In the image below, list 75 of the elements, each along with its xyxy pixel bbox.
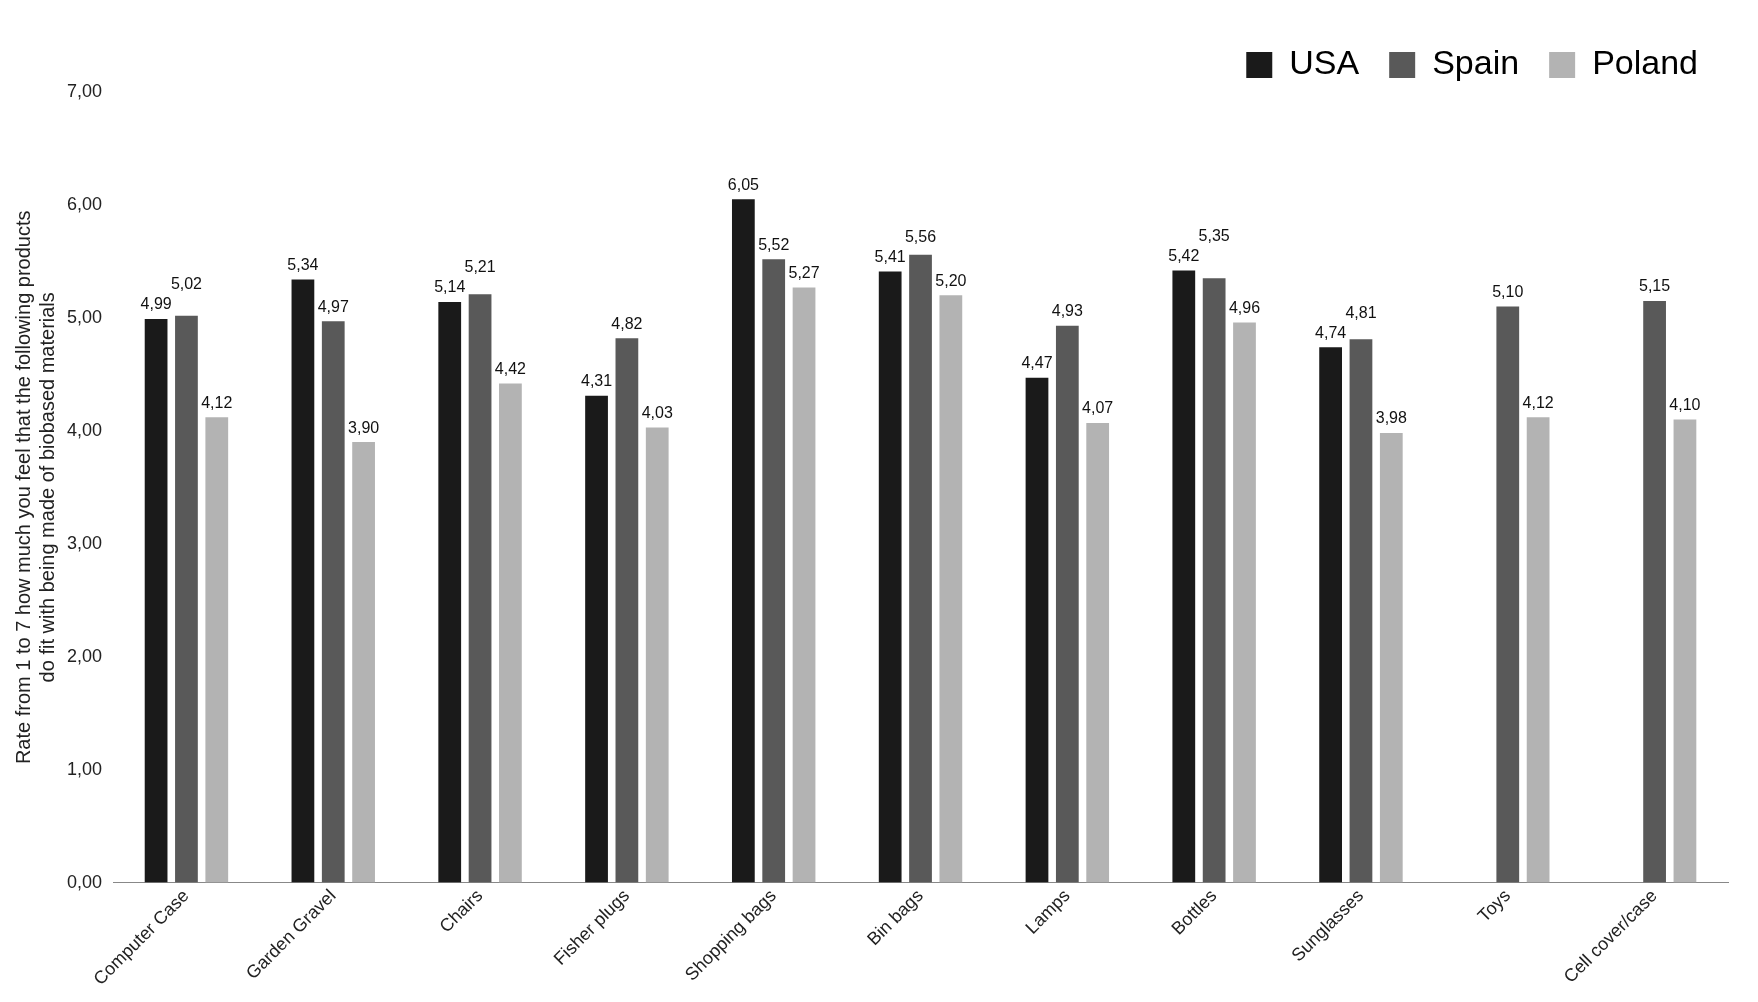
data-label: 4,12 [201, 393, 233, 411]
data-label: 5,41 [874, 247, 906, 265]
data-label: 3,98 [1375, 409, 1407, 427]
legend-label: Spain [1432, 43, 1520, 82]
data-label: 5,02 [170, 275, 203, 293]
bar [878, 271, 902, 883]
bar [1202, 278, 1226, 883]
bar [438, 302, 462, 883]
data-label: 5,14 [434, 278, 466, 296]
bar [762, 259, 786, 883]
data-label: 4,97 [317, 297, 349, 315]
bar [1496, 306, 1520, 883]
data-label: 5,52 [758, 235, 790, 253]
data-label: 6,05 [727, 175, 760, 193]
data-label: 4,99 [140, 295, 172, 313]
bar [144, 319, 168, 883]
bar [792, 287, 816, 883]
bar [1055, 325, 1079, 883]
data-label: 5,21 [464, 258, 496, 276]
data-label: 4,82 [611, 314, 643, 332]
bar [645, 427, 669, 883]
bar [291, 279, 315, 883]
data-label: 4,74 [1315, 323, 1347, 341]
bar [1526, 417, 1550, 883]
y-tick-label: 7,00 [66, 80, 103, 101]
data-label: 5,10 [1492, 283, 1524, 300]
data-label: 5,56 [904, 227, 937, 245]
bar [585, 395, 608, 883]
data-label: 4,12 [1522, 393, 1554, 411]
bar [1643, 300, 1666, 883]
data-label: 4,96 [1228, 298, 1261, 316]
bar [1086, 422, 1110, 883]
data-label: 4,03 [641, 403, 673, 421]
y-tick-label: 6,00 [66, 193, 103, 214]
data-label: 3,90 [348, 418, 380, 436]
legend-label: Poland [1592, 43, 1699, 82]
y-tick-label: 1,00 [66, 758, 103, 779]
bar [1379, 433, 1403, 883]
bar [1673, 419, 1697, 883]
data-label: 4,93 [1051, 302, 1083, 320]
bar [321, 321, 345, 883]
data-label: 5,34 [287, 255, 319, 273]
y-axis-title: Rate from 1 to 7 how much you feel that the following products do fit with being made of biobased materials [11, 210, 58, 765]
data-label: 5,42 [1168, 246, 1200, 264]
bar [1349, 339, 1373, 883]
data-label: 5,35 [1198, 226, 1230, 244]
data-label: 4,47 [1021, 354, 1053, 372]
bar [1233, 322, 1256, 883]
bar [731, 199, 755, 883]
data-label: 5,20 [935, 271, 967, 289]
legend-label: USA [1289, 43, 1360, 82]
data-label: 4,31 [580, 372, 613, 390]
bar [939, 295, 963, 883]
bar [1319, 347, 1342, 883]
data-label: 4,07 [1082, 399, 1114, 417]
y-tick-label: 2,00 [66, 645, 103, 666]
data-label: 5,15 [1639, 277, 1671, 295]
y-tick-label: 5,00 [66, 306, 103, 327]
bar [499, 383, 522, 883]
data-label: 4,10 [1669, 395, 1701, 413]
bar [1025, 377, 1049, 883]
bar [909, 254, 932, 883]
y-tick-label: 3,00 [66, 532, 103, 553]
bar [468, 294, 492, 883]
y-tick-label: 4,00 [66, 419, 103, 440]
data-label: 4,42 [494, 359, 527, 377]
x-tick-label: Toys [1473, 885, 1515, 926]
data-label: 5,27 [788, 263, 820, 281]
bar [1172, 270, 1196, 883]
y-tick-label: 0,00 [66, 871, 103, 892]
data-label: 4,81 [1345, 303, 1377, 321]
bar [352, 442, 375, 883]
bar [205, 417, 229, 883]
bar [175, 315, 198, 883]
bar [615, 338, 639, 883]
